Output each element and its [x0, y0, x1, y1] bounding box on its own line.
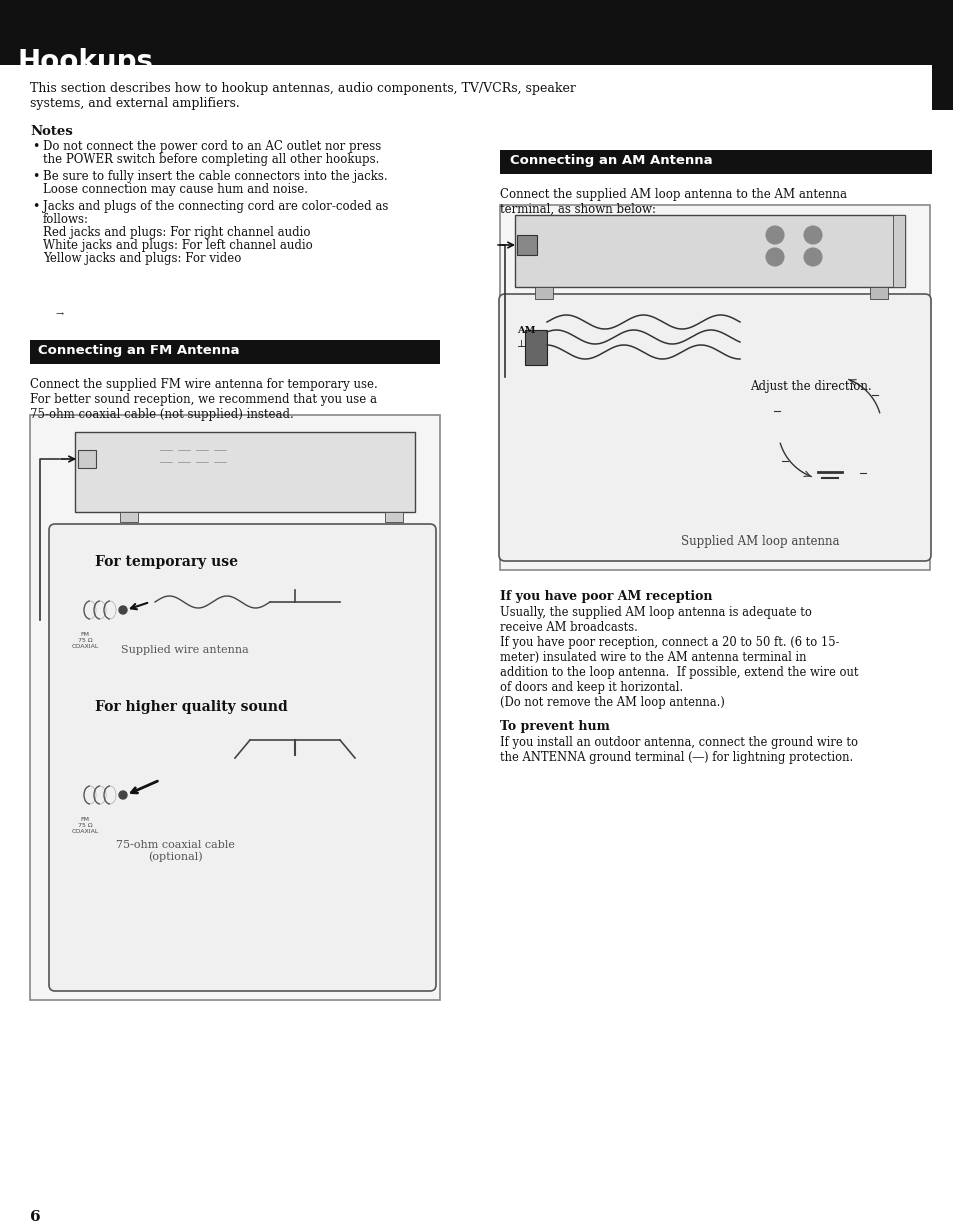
Bar [499, 150, 931, 174]
Text: FM
75 Ω
COAXIAL: FM 75 Ω COAXIAL [71, 817, 98, 833]
Bar [515, 215, 904, 287]
Bar [517, 235, 537, 255]
Bar [892, 215, 904, 287]
Text: Do not connect the power cord to an AC outlet nor press: Do not connect the power cord to an AC o… [43, 140, 381, 153]
Text: •: • [32, 140, 39, 153]
Bar [499, 206, 929, 570]
Text: Supplied AM loop antenna: Supplied AM loop antenna [680, 535, 839, 548]
Bar [869, 287, 887, 299]
Text: Connect the supplied FM wire antenna for temporary use.
For better sound recepti: Connect the supplied FM wire antenna for… [30, 378, 377, 421]
Text: Adjust the direction.: Adjust the direction. [749, 380, 871, 393]
Bar [0, 0, 931, 65]
FancyBboxPatch shape [30, 415, 439, 1000]
Text: This section describes how to hookup antennas, audio components, TV/VCRs, speake: This section describes how to hookup ant… [30, 82, 576, 110]
Text: Be sure to fully insert the cable connectors into the jacks.: Be sure to fully insert the cable connec… [43, 170, 387, 183]
Text: For temporary use: For temporary use [95, 555, 237, 569]
Text: •: • [32, 199, 39, 213]
Text: follows:: follows: [43, 213, 89, 227]
Circle shape [803, 247, 821, 266]
Text: White jacks and plugs: For left channel audio: White jacks and plugs: For left channel … [43, 239, 313, 252]
Bar [535, 287, 553, 299]
Text: Supplied wire antenna: Supplied wire antenna [121, 645, 249, 655]
Text: AM: AM [517, 326, 535, 335]
Circle shape [765, 227, 783, 244]
Text: →: → [55, 310, 63, 319]
FancyBboxPatch shape [498, 294, 930, 561]
Text: Red jacks and plugs: For right channel audio: Red jacks and plugs: For right channel a… [43, 227, 310, 239]
Circle shape [119, 792, 127, 799]
Text: To prevent hum: To prevent hum [499, 720, 609, 732]
Bar [75, 432, 415, 512]
Bar [385, 512, 402, 522]
Bar [78, 451, 96, 468]
Text: Hookups: Hookups [18, 48, 153, 76]
Text: Connecting an AM Antenna: Connecting an AM Antenna [510, 154, 712, 167]
Text: If you install an outdoor antenna, connect the ground wire to
the ANTENNA ground: If you install an outdoor antenna, conne… [499, 736, 857, 764]
Text: Yellow jacks and plugs: For video: Yellow jacks and plugs: For video [43, 252, 241, 265]
Text: FM
75 Ω
COAXIAL: FM 75 Ω COAXIAL [71, 632, 98, 649]
Text: Loose connection may cause hum and noise.: Loose connection may cause hum and noise… [43, 183, 308, 196]
Text: the POWER switch before completing all other hookups.: the POWER switch before completing all o… [43, 153, 379, 166]
Text: •: • [32, 170, 39, 183]
Bar [120, 512, 138, 522]
Text: Connecting an FM Antenna: Connecting an FM Antenna [38, 343, 239, 357]
Text: If you have poor AM reception: If you have poor AM reception [499, 590, 712, 603]
Text: Jacks and plugs of the connecting cord are color-coded as: Jacks and plugs of the connecting cord a… [43, 199, 388, 213]
Text: Notes: Notes [30, 126, 72, 138]
Text: 6: 6 [30, 1210, 41, 1224]
Text: For higher quality sound: For higher quality sound [95, 700, 288, 714]
Text: 75-ohm coaxial cable
(optional): 75-ohm coaxial cable (optional) [115, 840, 234, 862]
Bar [931, 0, 953, 110]
FancyBboxPatch shape [49, 524, 436, 991]
Text: Usually, the supplied AM loop antenna is adequate to
receive AM broadcasts.
If y: Usually, the supplied AM loop antenna is… [499, 606, 858, 709]
Circle shape [119, 606, 127, 614]
Bar [524, 330, 546, 366]
Bar [30, 340, 439, 364]
Circle shape [803, 227, 821, 244]
Text: Connect the supplied AM loop antenna to the AM antenna
terminal, as shown below:: Connect the supplied AM loop antenna to … [499, 188, 846, 215]
Text: ⊥: ⊥ [517, 340, 525, 350]
Circle shape [765, 247, 783, 266]
